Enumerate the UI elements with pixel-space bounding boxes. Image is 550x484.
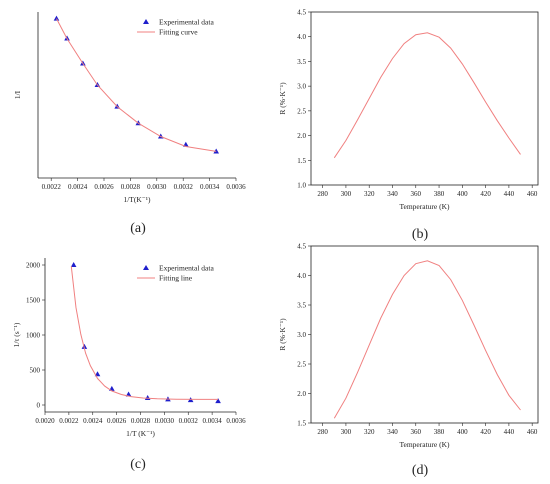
x-tick-label: 0.0028 — [121, 183, 141, 191]
x-tick-label: 0.0022 — [42, 183, 62, 191]
panel-label-b: (b) — [412, 227, 429, 242]
x-tick-label: 380 — [434, 190, 445, 198]
y-tick-label: 1500 — [26, 297, 41, 305]
x-tick-label: 380 — [434, 428, 445, 436]
y-tick-label: 3.0 — [297, 83, 306, 91]
plot-frame — [310, 11, 539, 186]
x-tick-label: 340 — [387, 428, 398, 436]
x-tick-label: 0.0034 — [200, 183, 220, 191]
y-axis-label: R (%·K⁻¹) — [278, 318, 287, 351]
x-tick-label: 0.0026 — [107, 417, 127, 425]
y-tick-label: 4.0 — [297, 33, 306, 41]
chart-panel-c: 0.0020 0.0022 0.0024 0.0026 0.0028 0.0030 0.00… — [12, 258, 246, 438]
x-tick-label: 0.0036 — [226, 417, 246, 425]
y-tick-label: 2.5 — [297, 107, 306, 115]
y-tick-label: 1.5 — [297, 157, 306, 165]
y-tick-label: 4.5 — [297, 243, 306, 251]
y-tick-label: 4.5 — [297, 9, 306, 17]
legend-label: Fitting line — [159, 274, 193, 283]
x-tick-label: 0.0032 — [179, 417, 199, 425]
x-tick-label: 0.0036 — [226, 183, 246, 191]
data-point — [81, 343, 88, 349]
x-tick-label: 0.0034 — [203, 417, 223, 425]
series-line — [333, 260, 521, 419]
legend-marker — [143, 265, 149, 270]
x-tick-label: 340 — [387, 190, 398, 198]
x-tick-label: 280 — [317, 428, 328, 436]
x-tick-label: 420 — [480, 190, 491, 198]
x-tick-label: 440 — [504, 190, 515, 198]
y-tick-label: 2.5 — [297, 361, 306, 369]
x-tick-label: 400 — [457, 428, 468, 436]
y-tick-label: 2.0 — [297, 132, 306, 140]
y-tick-label: 1000 — [26, 332, 41, 340]
legend-label: Experimental data — [159, 264, 214, 273]
y-tick-label: 4.0 — [297, 272, 306, 280]
x-tick-label: 280 — [317, 190, 328, 198]
y-tick-label: 2000 — [26, 262, 41, 270]
x-tick-label: 460 — [527, 428, 538, 436]
y-axis-label: 1/I — [13, 90, 22, 99]
x-tick-label: 460 — [527, 190, 538, 198]
panel-label-d: (d) — [412, 463, 429, 478]
y-tick-label: 2.0 — [297, 390, 306, 398]
x-tick-label: 320 — [364, 190, 375, 198]
y-tick-label: 1.5 — [297, 420, 306, 428]
legend-label: Experimental data — [159, 18, 214, 27]
chart-panel-a: 0.0022 0.0024 0.0026 0.0028 0.0030 0.0032 0.00… — [13, 12, 246, 204]
x-tick-label: 0.0026 — [94, 183, 114, 191]
x-tick-label: 360 — [411, 190, 422, 198]
x-tick-label: 440 — [504, 428, 515, 436]
x-axis-label: 1/T (K⁻¹) — [126, 429, 155, 438]
legend-marker — [143, 19, 149, 24]
y-tick-label: 3.5 — [297, 58, 306, 66]
x-tick-label: 300 — [341, 190, 352, 198]
y-tick-label: 1.0 — [297, 182, 306, 190]
x-tick-label: 0.0028 — [131, 417, 151, 425]
y-tick-label: 500 — [30, 367, 41, 375]
x-axis-label: 1/T(K⁻¹) — [123, 195, 151, 204]
x-tick-label: 420 — [480, 428, 491, 436]
series-line — [56, 18, 217, 152]
y-tick-label: 0 — [37, 402, 41, 410]
panel-label-a: (a) — [130, 221, 146, 236]
series-line — [333, 32, 521, 159]
data-point — [144, 395, 151, 400]
panel-label-c: (c) — [130, 457, 146, 472]
data-point — [53, 15, 60, 21]
x-tick-label: 0.0024 — [83, 417, 103, 425]
x-tick-label: 0.0030 — [147, 183, 167, 191]
x-tick-label: 0.0030 — [155, 417, 175, 425]
y-tick-label: 3.0 — [297, 331, 306, 339]
x-tick-label: 400 — [457, 190, 468, 198]
x-tick-label: 0.0022 — [59, 417, 79, 425]
data-point — [215, 398, 221, 404]
y-axis-label: 1/τ (s⁻¹) — [12, 322, 21, 347]
x-tick-label: 0.0024 — [68, 183, 88, 191]
x-tick-label: 360 — [411, 428, 422, 436]
x-axis-label: Temperature (K) — [399, 202, 450, 211]
x-tick-label: 0.0020 — [35, 417, 55, 425]
x-tick-label: 300 — [341, 428, 352, 436]
chart-panel-d: 280 300 320 340 360 380 400 420 440 460 1.5 2.0 2.5 3… — [278, 243, 539, 449]
x-tick-label: 320 — [364, 428, 375, 436]
plot-frame — [310, 245, 539, 424]
x-axis-label: Temperature (K) — [399, 440, 450, 449]
series-line — [70, 266, 219, 400]
y-tick-label: 3.5 — [297, 302, 306, 310]
y-axis-label: R (%·K⁻¹) — [278, 82, 287, 115]
legend-label: Fitting curve — [159, 28, 198, 37]
data-point — [70, 262, 77, 267]
chart-panel-b: 280 300 320 340 360 380 400 420 440 460 1.0 1.5 2.0 2… — [278, 9, 539, 211]
x-tick-label: 0.0032 — [174, 183, 194, 191]
